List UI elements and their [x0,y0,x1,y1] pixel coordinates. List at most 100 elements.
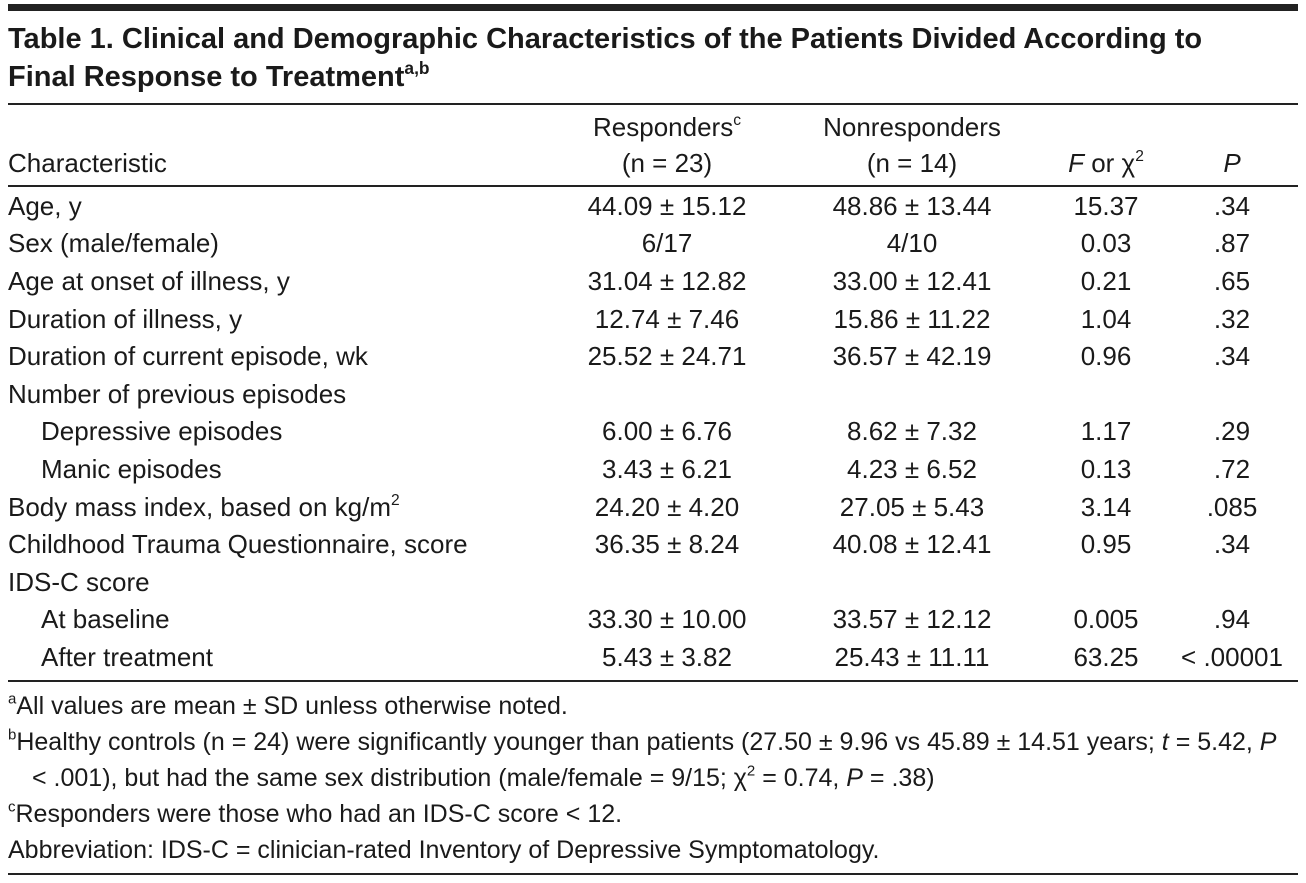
row-label: After treatment [8,638,556,682]
empty-cell [778,563,1046,601]
value-cell: 4/10 [778,225,1046,263]
cell-value: 3.14 [1080,491,1132,522]
abbreviation: Abbreviation: IDS-C = clinician-rated In… [8,836,880,864]
value-cell: .87 [1166,225,1298,263]
value-cell: 27.05 ± 5.43 [778,488,1046,526]
empty-cell [1166,563,1298,601]
row-label: Sex (male/female) [8,225,556,263]
value-cell: 5.43 ± 3.82 [556,638,778,682]
cell-value: 33.00 ± 12.41 [832,265,992,296]
header-text-superscript: 2 [1135,148,1144,166]
row-label-text: At baseline [41,604,170,635]
row-label: Number of previous episodes [8,375,556,413]
cell-value: .34 [1213,341,1251,372]
footnote-text: = 0.74, [755,764,847,792]
value-cell: 3.43 ± 6.21 [556,450,778,488]
table-row: Age, y 44.09 ± 15.12 48.86 ± 13.44 15.37 .34 [8,186,1298,225]
value-cell: 40.08 ± 12.41 [778,525,1046,563]
cell-value: 0.13 [1080,453,1132,484]
header-text-superscript: c [733,112,741,130]
footnote-text-italic: P [846,764,863,792]
value-cell: 31.04 ± 12.82 [556,262,778,300]
header-text: Characteristic [8,148,167,178]
table-row: Childhood Trauma Questionnaire, score 36.… [8,525,1298,563]
top-rule [8,4,1298,11]
cell-value: .34 [1213,529,1251,560]
cell-value: 31.04 ± 12.82 [587,265,747,296]
value-cell: 0.96 [1046,337,1166,375]
cell-value: 0.005 [1073,604,1139,635]
table-row: IDS-C score [8,563,1298,601]
row-label: Manic episodes [8,450,556,488]
header-row: Characteristic Respondersc (n = 23) Nonresp… [8,103,1298,187]
row-label-text-superscript: 2 [390,491,400,509]
value-cell: 63.25 [1046,638,1166,682]
empty-cell [778,375,1046,413]
header-line: (n = 23) [556,145,778,181]
value-cell: 33.57 ± 12.12 [778,601,1046,639]
cell-value: .87 [1213,228,1251,259]
footnote: bHealthy controls (n = 24) were signific… [8,724,1278,796]
value-cell: 36.57 ± 42.19 [778,337,1046,375]
value-cell: .29 [1166,413,1298,451]
footnote-text: All values are mean ± SD unless otherwis… [16,692,568,720]
cell-value: 15.86 ± 11.22 [833,303,991,334]
row-label-text: Number of previous episodes [8,378,347,409]
value-cell: .34 [1166,337,1298,375]
row-label: Duration of illness, y [8,300,556,338]
value-cell: .65 [1166,262,1298,300]
cell-value: .29 [1213,416,1251,447]
header-line: Characteristic [8,145,556,181]
value-cell: 25.43 ± 11.11 [778,638,1046,682]
header-line: Nonresponders [778,109,1046,145]
footnote: aAll values are mean ± SD unless otherwi… [8,688,1278,724]
table-row: Duration of current episode, wk 25.52 ± 2… [8,337,1298,375]
value-cell: 0.005 [1046,601,1166,639]
cell-value: 6/17 [641,228,693,259]
cell-value: 40.08 ± 12.41 [832,529,992,560]
table-row: Duration of illness, y 12.74 ± 7.46 15.86 … [8,300,1298,338]
cell-value: 1.04 [1080,303,1132,334]
row-label: Age at onset of illness, y [8,262,556,300]
cell-value: 6.00 ± 6.76 [602,416,732,447]
header-text: (n = 14) [866,148,958,178]
footnote-text: Healthy controls (n = 24) were significa… [16,728,1162,756]
value-cell: .085 [1166,488,1298,526]
header-text: or χ [1083,148,1136,178]
table: Characteristic Respondersc (n = 23) Nonresp… [8,103,1298,682]
cell-value: 4.23 ± 6.52 [847,453,977,484]
cell-value: 25.43 ± 11.11 [834,641,990,672]
value-cell: 1.04 [1046,300,1166,338]
table-body: Age, y 44.09 ± 15.12 48.86 ± 13.44 15.37 .34… [8,186,1298,682]
footnote-text-superscript: 2 [746,762,756,780]
row-label: Duration of current episode, wk [8,337,556,375]
value-cell: 12.74 ± 7.46 [556,300,778,338]
table-row: Sex (male/female) 6/17 4/10 0.03 .87 [8,225,1298,263]
value-cell: 0.21 [1046,262,1166,300]
cell-value: < .00001 [1181,641,1283,672]
cell-value: 48.86 ± 13.44 [832,190,992,221]
cell-value: 5.43 ± 3.82 [602,641,732,672]
row-label-text: Body mass index, based on kg/m [8,491,391,522]
footnote-mark: c [8,798,16,816]
cell-value: 0.03 [1080,228,1132,259]
table-row: Depressive episodes 6.00 ± 6.76 8.62 ± 7.3… [8,413,1298,451]
header-text-italic: P [1223,148,1241,178]
row-label-text: Age at onset of illness, y [8,265,290,296]
value-cell: 0.03 [1046,225,1166,263]
value-cell: .72 [1166,450,1298,488]
value-cell: 1.17 [1046,413,1166,451]
value-cell: 15.37 [1046,186,1166,225]
cell-value: 0.95 [1080,529,1132,560]
cell-value: 33.30 ± 10.00 [587,604,747,635]
row-label-text: After treatment [41,641,213,672]
footnote-mark: a [8,690,17,708]
header-text-italic: F [1068,148,1084,178]
header-line: P [1166,145,1298,181]
empty-cell [556,375,778,413]
table-title: Table 1. Clinical and Demographic Charac… [8,20,1238,96]
footnote-text-italic: P [1259,728,1277,756]
footnote-text-italic: t [1161,728,1169,756]
cell-value: 63.25 [1073,641,1139,672]
cell-value: 3.43 ± 6.21 [602,453,732,484]
